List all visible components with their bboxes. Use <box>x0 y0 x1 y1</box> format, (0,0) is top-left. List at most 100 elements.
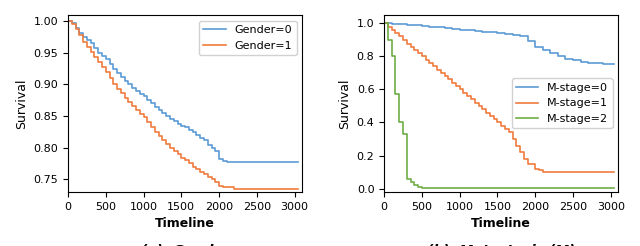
M-stage=0 <box>396 23 403 26</box>
Gender=1 <box>140 116 147 119</box>
M-stage=0 <box>380 22 388 25</box>
Gender=1 <box>215 184 223 187</box>
Gender=0 <box>147 102 155 105</box>
Y-axis label: Survival: Survival <box>338 78 351 129</box>
M-stage=0 <box>418 24 426 27</box>
Gender=1 <box>166 146 174 149</box>
Gender=1 <box>219 185 227 188</box>
M-stage=1 <box>426 62 433 64</box>
M-stage=1 <box>516 151 524 154</box>
Gender=1 <box>143 121 151 124</box>
Gender=0 <box>253 160 260 163</box>
M-stage=1 <box>380 22 388 25</box>
M-stage=0 <box>410 24 418 27</box>
Gender=0 <box>136 92 143 95</box>
M-stage=0 <box>479 30 486 33</box>
M-stage=0 <box>509 33 516 36</box>
M-stage=0 <box>463 29 471 32</box>
M-stage=2 <box>611 187 618 190</box>
Gender=1 <box>98 65 106 68</box>
M-stage=1 <box>418 55 426 58</box>
Gender=0 <box>208 146 216 149</box>
Gender=0 <box>196 136 204 139</box>
M-stage=1 <box>422 58 429 61</box>
Gender=0 <box>211 149 219 152</box>
Gender=1 <box>106 77 113 80</box>
M-stage=0 <box>516 34 524 37</box>
Gender=1 <box>253 187 260 190</box>
Line: M-stage=1: M-stage=1 <box>384 23 614 172</box>
Gender=1 <box>163 142 170 145</box>
Gender=1 <box>159 138 166 141</box>
M-stage=1 <box>441 75 449 78</box>
Gender=1 <box>113 87 121 90</box>
M-stage=2 <box>403 177 411 180</box>
M-stage=1 <box>388 28 396 31</box>
Gender=0 <box>68 21 76 24</box>
Gender=0 <box>117 76 125 78</box>
M-stage=0 <box>456 28 463 31</box>
Gender=0 <box>109 68 117 71</box>
Gender=0 <box>129 86 136 89</box>
M-stage=2 <box>407 181 415 184</box>
Gender=0 <box>106 63 113 66</box>
Gender=0 <box>193 134 200 137</box>
Gender=1 <box>109 83 117 86</box>
Gender=1 <box>64 20 72 23</box>
M-stage=0 <box>426 25 433 28</box>
Gender=0 <box>140 94 147 97</box>
M-stage=1 <box>433 68 441 71</box>
M-stage=1 <box>410 48 418 51</box>
M-stage=0 <box>524 39 531 42</box>
Gender=0 <box>102 58 109 61</box>
M-stage=1 <box>452 85 460 88</box>
X-axis label: Timeline: Timeline <box>155 217 215 230</box>
M-stage=2 <box>380 22 388 25</box>
Gender=0 <box>223 160 230 163</box>
Gender=1 <box>189 165 196 168</box>
Gender=0 <box>181 126 189 129</box>
Gender=0 <box>95 51 102 54</box>
M-stage=1 <box>471 101 479 104</box>
M-stage=1 <box>463 94 471 97</box>
Line: M-stage=0: M-stage=0 <box>384 23 614 64</box>
Gender=0 <box>189 131 196 134</box>
Gender=0 <box>132 89 140 92</box>
M-stage=1 <box>547 170 554 173</box>
M-stage=0 <box>547 52 554 55</box>
M-stage=0 <box>471 29 479 32</box>
Gender=1 <box>185 162 193 165</box>
M-stage=2 <box>441 187 449 190</box>
M-stage=0 <box>486 31 493 34</box>
M-stage=1 <box>448 81 456 84</box>
M-stage=2 <box>384 38 392 41</box>
Gender=0 <box>230 160 238 163</box>
Gender=1 <box>230 187 238 190</box>
M-stage=1 <box>493 121 501 124</box>
M-stage=1 <box>611 170 618 173</box>
Gender=0 <box>200 138 208 141</box>
Gender=0 <box>64 20 72 23</box>
Gender=1 <box>136 112 143 115</box>
Gender=0 <box>151 105 159 108</box>
M-stage=1 <box>513 144 520 147</box>
M-stage=1 <box>456 88 463 91</box>
Gender=1 <box>204 175 212 178</box>
M-stage=1 <box>437 71 445 74</box>
Gender=1 <box>129 105 136 108</box>
Gender=1 <box>91 55 99 58</box>
Gender=0 <box>166 117 174 120</box>
Gender=1 <box>87 50 95 53</box>
M-stage=0 <box>531 45 539 48</box>
M-stage=1 <box>501 128 509 131</box>
Gender=0 <box>72 26 79 29</box>
M-stage=0 <box>448 27 456 30</box>
M-stage=0 <box>561 57 569 60</box>
Gender=1 <box>196 170 204 173</box>
M-stage=1 <box>396 35 403 38</box>
Gender=1 <box>117 92 125 95</box>
Gender=1 <box>125 101 132 104</box>
M-stage=1 <box>429 65 437 68</box>
Legend: M-stage=0, M-stage=1, M-stage=2: M-stage=0, M-stage=1, M-stage=2 <box>511 78 612 128</box>
M-stage=0 <box>403 23 411 26</box>
